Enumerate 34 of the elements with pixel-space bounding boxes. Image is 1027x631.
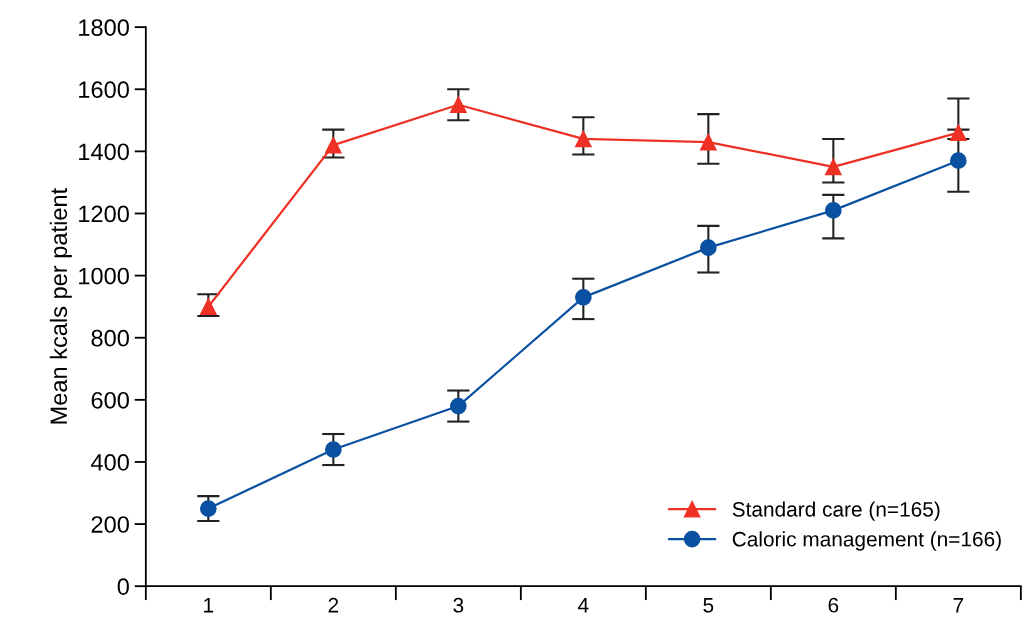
y-tick-label: 600: [91, 391, 129, 409]
point: [200, 298, 217, 316]
y-tick-label: 1800: [79, 19, 129, 36]
x-tick-label: 3: [453, 597, 464, 613]
y-tick-label: 1400: [79, 143, 129, 161]
y-tick-label: 0: [117, 578, 129, 595]
point: [950, 124, 967, 142]
point: [825, 202, 842, 219]
point: [200, 500, 217, 517]
y-tick-label: 1600: [79, 81, 129, 99]
point: [450, 96, 467, 114]
y-axis-title: Mean kcals per patient: [49, 188, 72, 424]
x-tick-label: 6: [828, 597, 839, 613]
point: [700, 133, 717, 151]
point: [575, 130, 592, 148]
y-tick-label: 200: [91, 516, 129, 533]
y-tick-label: 400: [91, 454, 129, 471]
legend-label: Caloric management (n=166): [732, 531, 1001, 551]
point: [825, 158, 842, 176]
point: [325, 441, 342, 458]
point: [950, 152, 967, 170]
x-tick-label: 2: [328, 597, 339, 613]
x-tick-label: 1: [204, 598, 214, 613]
x-tick-label: 4: [578, 598, 589, 613]
y-tick-label: 1000: [79, 267, 129, 285]
point: [700, 239, 717, 256]
point: [325, 136, 342, 154]
legend-label: Standard care (n=165): [732, 501, 940, 521]
x-tick-label: 7: [953, 598, 964, 613]
x-tick-label: 5: [703, 598, 714, 613]
point: [450, 397, 467, 415]
point: [575, 289, 592, 306]
y-tick-label: 1200: [79, 205, 129, 223]
y-tick-label: 800: [91, 329, 129, 347]
